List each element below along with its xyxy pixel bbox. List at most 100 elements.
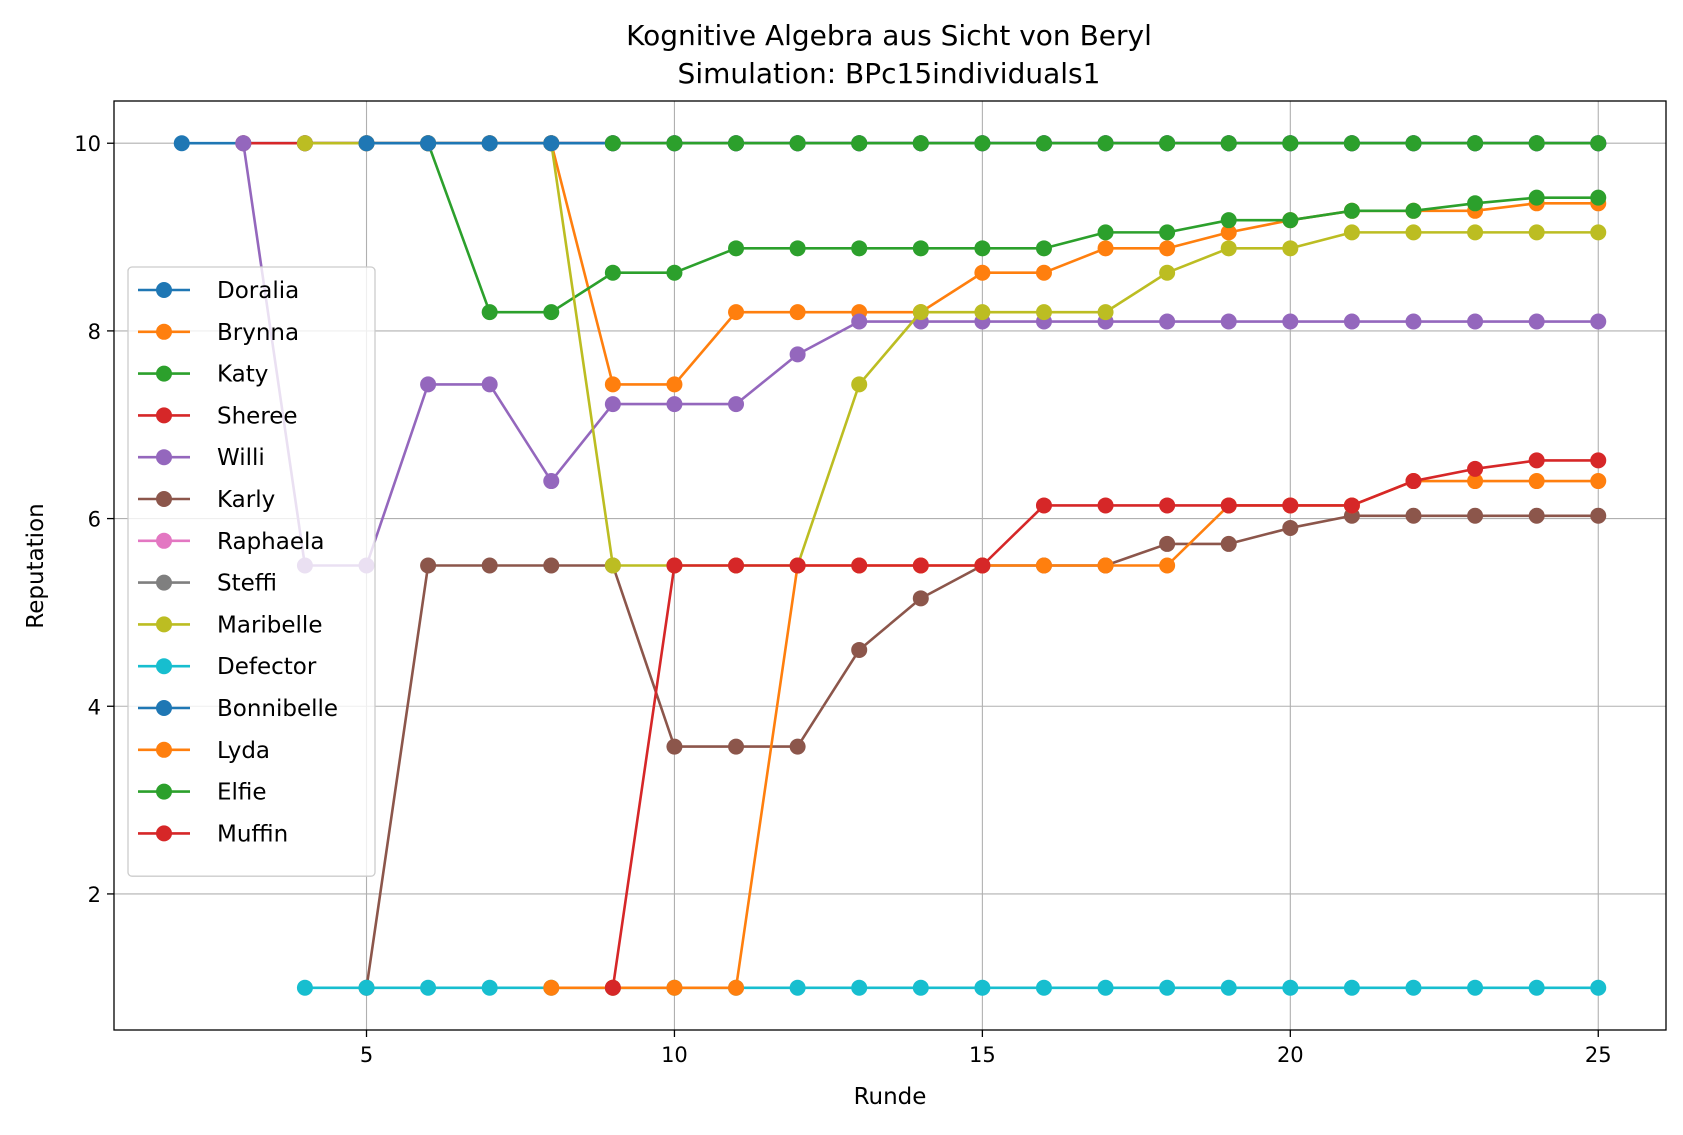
data-point-karly xyxy=(543,557,560,574)
legend-marker xyxy=(156,741,172,758)
legend-marker xyxy=(156,532,172,549)
data-point-defector xyxy=(1035,979,1052,996)
data-point-willi xyxy=(851,313,868,330)
chart-title: Kognitive Algebra aus Sicht von Beryl xyxy=(626,19,1152,52)
y-axis-ticks: 2 4 6 8 10 xyxy=(74,132,114,907)
legend-item-steffi: Steffi xyxy=(138,571,277,597)
data-point-lyda xyxy=(543,979,560,996)
data-point-muffin xyxy=(1528,452,1545,469)
data-point-katy xyxy=(481,304,498,321)
data-point-willi xyxy=(481,376,498,393)
series-elfie xyxy=(604,135,1607,152)
legend-label: Doralia xyxy=(217,278,299,304)
data-point-defector xyxy=(420,979,437,996)
legend-marker xyxy=(156,365,172,382)
data-point-katy xyxy=(666,264,683,281)
data-point-katy xyxy=(1282,212,1299,229)
legend-item-willi: Willi xyxy=(138,445,265,471)
data-point-karly xyxy=(1405,507,1422,524)
x-tick-label: 10 xyxy=(661,1043,688,1067)
x-axis-label: Runde xyxy=(854,1084,927,1110)
data-point-maribelle xyxy=(296,135,313,152)
data-point-elfie xyxy=(1528,135,1545,152)
data-point-katy xyxy=(1590,189,1607,206)
legend-item-muffin: Muffin xyxy=(138,821,288,847)
data-point-brynna xyxy=(1220,224,1237,241)
data-point-defector xyxy=(1467,979,1484,996)
data-point-willi xyxy=(1220,313,1237,330)
data-point-willi xyxy=(789,346,806,363)
legend-label: Brynna xyxy=(217,320,299,346)
y-tick-label: 4 xyxy=(88,695,101,719)
data-point-brynna xyxy=(604,376,621,393)
data-point-willi xyxy=(420,376,437,393)
legend-item-bonnibelle: Bonnibelle xyxy=(138,696,338,722)
data-point-defector xyxy=(789,979,806,996)
data-point-muffin xyxy=(1035,497,1052,514)
data-point-elfie xyxy=(1282,135,1299,152)
data-point-maribelle xyxy=(851,376,868,393)
data-point-katy xyxy=(1467,195,1484,212)
x-tick-label: 5 xyxy=(360,1043,373,1067)
data-point-karly xyxy=(1159,535,1176,552)
data-point-defector xyxy=(1282,979,1299,996)
data-point-elfie xyxy=(789,135,806,152)
legend-item-katy: Katy xyxy=(138,362,268,388)
data-point-katy xyxy=(912,240,929,257)
data-point-defector xyxy=(1590,979,1607,996)
legend-label: Lyda xyxy=(217,738,270,764)
legend-marker xyxy=(156,574,172,591)
data-point-defector xyxy=(481,979,498,996)
legend-item-defector: Defector xyxy=(138,654,317,680)
data-point-maribelle xyxy=(1590,224,1607,241)
data-point-karly xyxy=(851,641,868,658)
x-tick-label: 15 xyxy=(969,1043,996,1067)
data-point-katy xyxy=(1097,224,1114,241)
data-point-elfie xyxy=(1159,135,1176,152)
data-point-muffin xyxy=(1343,497,1360,514)
legend-label: Willi xyxy=(217,445,265,471)
legend-marker xyxy=(156,407,172,424)
data-point-karly xyxy=(1528,507,1545,524)
data-point-katy xyxy=(543,304,560,321)
legend-label: Elfie xyxy=(217,780,267,806)
data-point-karly xyxy=(789,738,806,755)
data-point-muffin xyxy=(1220,497,1237,514)
data-point-brynna xyxy=(1159,240,1176,257)
data-point-willi xyxy=(1343,313,1360,330)
legend-label: Raphaela xyxy=(217,529,324,555)
data-point-katy xyxy=(728,240,745,257)
data-point-muffin xyxy=(666,557,683,574)
data-point-willi xyxy=(1590,313,1607,330)
legend-label: Muffin xyxy=(217,821,288,847)
data-point-defector xyxy=(1405,979,1422,996)
data-point-maribelle xyxy=(1220,240,1237,257)
legend-label: Sheree xyxy=(217,403,298,429)
data-point-karly xyxy=(1467,507,1484,524)
data-point-lyda xyxy=(728,979,745,996)
y-tick-label: 2 xyxy=(88,883,101,907)
x-axis-ticks: 5 10 15 20 25 xyxy=(360,1030,1612,1067)
data-point-muffin xyxy=(789,557,806,574)
data-point-elfie xyxy=(974,135,991,152)
legend-item-elfie: Elfie xyxy=(138,780,267,806)
legend-label: Bonnibelle xyxy=(217,696,338,722)
data-point-karly xyxy=(1590,507,1607,524)
data-point-defector xyxy=(912,979,929,996)
data-point-lyda xyxy=(1528,473,1545,490)
y-tick-label: 10 xyxy=(74,132,101,156)
legend-box xyxy=(127,266,376,877)
data-point-katy xyxy=(789,240,806,257)
data-point-bonnibelle xyxy=(420,135,437,152)
data-point-defector xyxy=(1097,979,1114,996)
data-point-muffin xyxy=(1590,452,1607,469)
data-point-karly xyxy=(666,738,683,755)
data-point-willi xyxy=(1467,313,1484,330)
data-point-willi xyxy=(235,135,252,152)
y-tick-label: 6 xyxy=(88,508,101,532)
data-point-lyda xyxy=(1159,557,1176,574)
data-point-defector xyxy=(358,979,375,996)
data-point-defector xyxy=(974,979,991,996)
data-point-brynna xyxy=(666,376,683,393)
legend-marker xyxy=(156,491,172,507)
